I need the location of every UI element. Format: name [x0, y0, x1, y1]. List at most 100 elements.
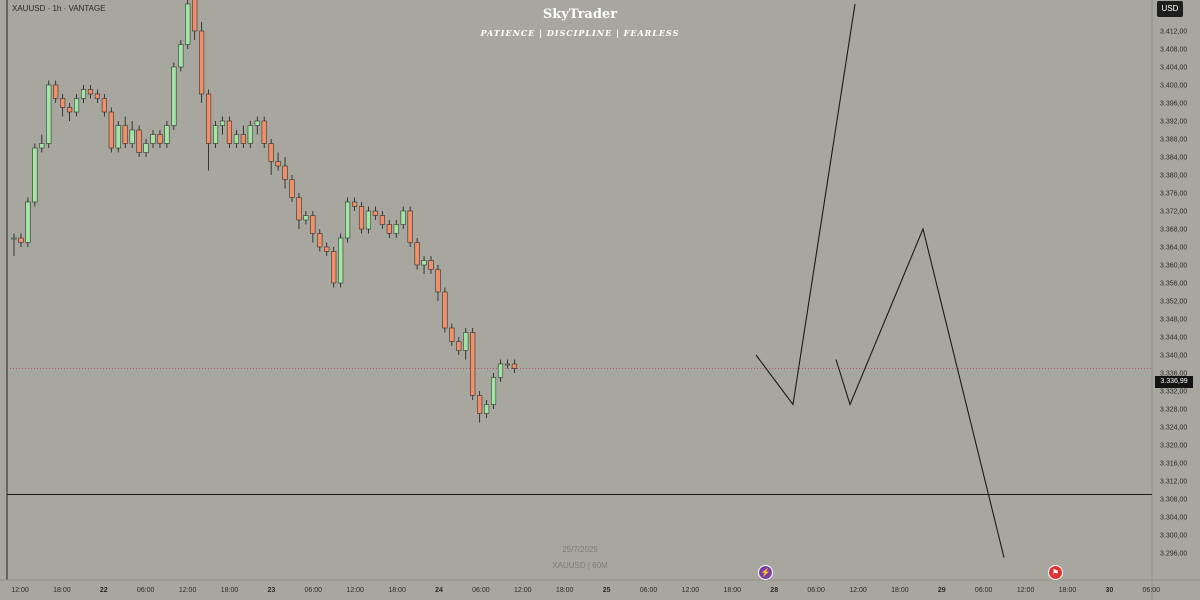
time-tick-label: 28	[770, 587, 778, 594]
price-tick-label: 3.388,00	[1160, 137, 1187, 144]
candle-body[interactable]	[143, 143, 149, 153]
currency-button[interactable]: USD	[1157, 1, 1183, 17]
lightning-icon[interactable]: ⚡	[758, 565, 773, 580]
candle-body[interactable]	[53, 84, 59, 99]
candle-body[interactable]	[400, 210, 406, 225]
candle-body[interactable]	[87, 89, 94, 95]
candle-body[interactable]	[303, 215, 309, 221]
candle-body[interactable]	[178, 44, 184, 68]
candle-body[interactable]	[296, 197, 302, 221]
price-tick-label: 3.300,00	[1160, 533, 1187, 540]
candle-body[interactable]	[74, 98, 80, 113]
time-tick-label: 06:00	[305, 587, 323, 594]
candle-body[interactable]	[504, 363, 510, 366]
candle-body[interactable]	[407, 210, 413, 243]
candle-body[interactable]	[11, 237, 17, 240]
time-tick-label: 12:00	[179, 587, 197, 594]
candle-body[interactable]	[393, 224, 399, 234]
candle-body[interactable]	[331, 251, 337, 284]
time-tick-label: 18:00	[891, 587, 909, 594]
candle-body[interactable]	[484, 404, 490, 414]
candle-body[interactable]	[470, 332, 476, 396]
price-tick-label: 3.384,00	[1160, 155, 1187, 162]
candle-body[interactable]	[282, 165, 288, 180]
candle-body[interactable]	[46, 84, 52, 144]
candle-body[interactable]	[185, 3, 191, 45]
candle-body[interactable]	[18, 237, 24, 243]
price-tick-label: 3.368,00	[1160, 227, 1187, 234]
candle-body[interactable]	[345, 201, 351, 239]
candle-body[interactable]	[261, 120, 267, 144]
candle-body[interactable]	[233, 134, 239, 144]
candle-body[interactable]	[122, 125, 128, 144]
us-flag-icon[interactable]: ⚑	[1048, 565, 1063, 580]
candle-body[interactable]	[463, 332, 469, 351]
candle-body[interactable]	[497, 363, 504, 378]
candle-body[interactable]	[108, 111, 114, 149]
price-tick-label: 3.308,00	[1160, 497, 1187, 504]
time-tick-label: 12:00	[849, 587, 867, 594]
candle-body[interactable]	[171, 66, 177, 126]
candle-body[interactable]	[414, 242, 420, 266]
candle-body[interactable]	[491, 377, 497, 405]
candle-body[interactable]	[372, 210, 378, 216]
candle-body[interactable]	[115, 125, 121, 149]
time-tick-label: 18:00	[388, 587, 406, 594]
candle-body[interactable]	[25, 201, 31, 243]
symbol-timeframe-label[interactable]: XAUUSD · 1h · VANTAGE	[12, 4, 106, 13]
candle-body[interactable]	[254, 120, 260, 126]
candle-body[interactable]	[32, 147, 38, 203]
candle-body[interactable]	[60, 98, 66, 108]
candle-body[interactable]	[324, 246, 330, 252]
candle-body[interactable]	[379, 215, 385, 225]
candle-body[interactable]	[275, 161, 281, 167]
candle-body[interactable]	[428, 260, 434, 270]
candle-body[interactable]	[136, 129, 142, 153]
candle-body[interactable]	[213, 125, 219, 144]
brand-motto: PATIENCE | DISCIPLINE | FEARLESS	[480, 28, 680, 38]
candle-body[interactable]	[386, 224, 392, 234]
time-tick-label: 06:00	[975, 587, 993, 594]
candle-body[interactable]	[80, 89, 87, 99]
candle-body[interactable]	[164, 125, 170, 144]
candle-body[interactable]	[338, 237, 344, 284]
time-tick-label: 12:00	[11, 587, 29, 594]
candle-body[interactable]	[310, 215, 316, 234]
candle-body[interactable]	[435, 269, 441, 293]
candle-body[interactable]	[39, 143, 45, 149]
candle-body[interactable]	[206, 93, 212, 144]
candle-body[interactable]	[449, 327, 455, 342]
candle-body[interactable]	[289, 179, 295, 198]
candle-body[interactable]	[192, 0, 198, 32]
candle-body[interactable]	[358, 206, 365, 230]
candle-body[interactable]	[317, 233, 323, 248]
candle-body[interactable]	[477, 395, 483, 414]
price-tick-label: 3.316,00	[1160, 461, 1187, 468]
price-tick-label: 3.376,00	[1160, 191, 1187, 198]
candle-body[interactable]	[199, 30, 205, 95]
price-tick-label: 3.296,00	[1160, 551, 1187, 558]
time-tick-label: 23	[268, 587, 276, 594]
candle-body[interactable]	[219, 120, 226, 126]
candle-body[interactable]	[421, 260, 427, 266]
candle-body[interactable]	[352, 201, 358, 207]
candle-body[interactable]	[442, 291, 448, 329]
candle-body[interactable]	[268, 143, 274, 162]
candle-body[interactable]	[365, 210, 371, 230]
candle-body[interactable]	[150, 134, 156, 144]
candle-body[interactable]	[240, 134, 246, 144]
price-tick-label: 3.352,00	[1160, 299, 1187, 306]
candle-body[interactable]	[94, 93, 100, 99]
candle-body[interactable]	[101, 98, 107, 113]
candle-body[interactable]	[456, 341, 462, 351]
projection-line-1[interactable]	[755, 3, 856, 406]
candle-body[interactable]	[247, 125, 253, 144]
candle-body[interactable]	[129, 129, 135, 144]
projection-line-2[interactable]	[835, 227, 1005, 558]
candle-body[interactable]	[157, 134, 163, 144]
time-tick-label: 24	[435, 587, 443, 594]
candle-body[interactable]	[67, 107, 73, 113]
candle-body[interactable]	[511, 363, 517, 369]
candle-body[interactable]	[226, 120, 232, 144]
